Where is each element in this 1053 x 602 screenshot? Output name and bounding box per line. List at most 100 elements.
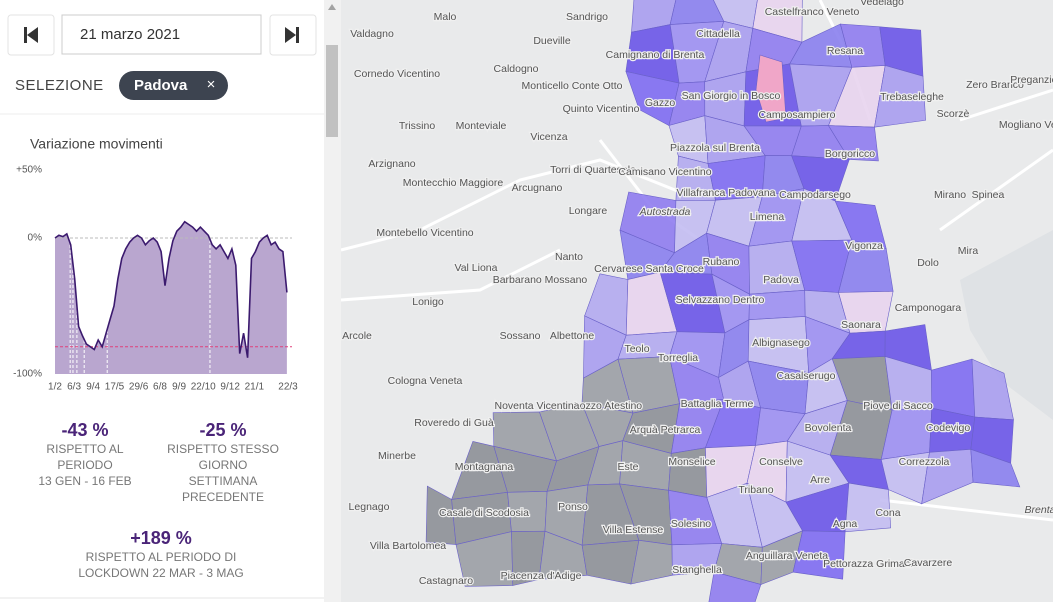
- x-tick-label: 17/5: [105, 382, 125, 393]
- selection-value: Padova: [134, 77, 188, 94]
- place-label: Este: [617, 461, 638, 473]
- stat-label: RISPETTO STESSO: [167, 442, 279, 456]
- stat-value: +189 %: [130, 528, 192, 548]
- place-label: Montebello Vicentino: [376, 227, 473, 239]
- stat-label: RISPETTO AL: [46, 442, 123, 456]
- next-icon: [285, 27, 299, 43]
- place-label: Camponogara: [895, 302, 962, 314]
- place-label: Pettorazza Grimani: [823, 558, 913, 570]
- stat-label: LOCKDOWN 22 MAR - 3 MAG: [78, 566, 243, 580]
- place-label: Caldogno: [494, 63, 539, 75]
- place-label: Brenta: [1025, 504, 1053, 516]
- place-label: Cologna Veneta: [388, 375, 463, 387]
- place-label: Piacenza d'Adige: [501, 570, 582, 582]
- place-label: Albignasego: [752, 337, 810, 349]
- place-label: Anguillara Veneta: [746, 550, 828, 562]
- place-label: Monticello Conte Otto: [522, 80, 623, 92]
- municipality: [874, 65, 926, 128]
- stat-value: -43 %: [61, 420, 108, 440]
- place-label: Casale di Scodosia: [439, 507, 529, 519]
- place-label: Val Liona: [454, 262, 497, 274]
- scrollbar-thumb[interactable]: [326, 45, 338, 137]
- place-label: Villa Bartolomea: [370, 540, 446, 552]
- place-label: Camposampiero: [758, 109, 835, 121]
- remove-selection[interactable]: ×: [207, 76, 216, 93]
- place-label: Borgoricco: [825, 148, 875, 160]
- place-label: Campodarsego: [779, 189, 851, 201]
- place-label: Monselice: [668, 456, 715, 468]
- place-label: Mogliano Veneto: [999, 119, 1053, 131]
- place-label: Roveredo di Guà: [414, 417, 494, 429]
- place-label: Trebaseleghe: [880, 91, 944, 103]
- date-box[interactable]: [61, 14, 262, 55]
- place-label: Longare: [569, 205, 608, 217]
- place-label: Lozzo Atestino: [574, 400, 642, 412]
- stat-label: 13 GEN - 16 FEB: [38, 474, 131, 488]
- place-label: Codevigo: [926, 422, 971, 434]
- place-label: Sandrigo: [566, 11, 608, 23]
- place-label: Piove di Sacco: [863, 400, 933, 412]
- place-label: Camisano Vicentino: [618, 166, 711, 178]
- chart-title: Variazione movimenti: [30, 136, 163, 152]
- place-label: Castelfranco Veneto: [765, 6, 860, 18]
- place-label: Correzzola: [899, 456, 950, 468]
- municipality: [792, 530, 846, 580]
- place-label: Rubano: [703, 256, 740, 268]
- place-label: Arcugnano: [512, 182, 563, 194]
- next-button[interactable]: [269, 14, 317, 56]
- place-label: San Giorgio in Bosco: [682, 90, 781, 102]
- scroll-up[interactable]: [328, 4, 336, 10]
- place-label: Montagnana: [455, 461, 514, 473]
- x-tick-label: 1/2: [48, 382, 62, 393]
- place-label: Valdagno: [350, 28, 394, 40]
- place-label: Albettone: [550, 330, 595, 342]
- line: [54, 220, 288, 358]
- place-label: Gazzo: [645, 97, 676, 109]
- lagoon: [960, 230, 1053, 420]
- y-tick-label: +50%: [16, 165, 42, 176]
- x-tick-label: 9/12: [220, 382, 240, 393]
- place-label: Cona: [875, 507, 900, 519]
- x-tick-label: 9/9: [172, 382, 186, 393]
- place-label: Lonigo: [412, 296, 444, 308]
- place-label: Stanghella: [672, 564, 722, 576]
- place-label: Noventa Vicentina: [494, 400, 579, 412]
- stat-label: PERIODO: [57, 458, 112, 472]
- place-label: Mirano: [934, 189, 966, 201]
- municipality: [844, 482, 892, 533]
- place-label: Resana: [827, 45, 863, 57]
- place-label: Limena: [750, 211, 785, 223]
- place-label: Preganziol: [1010, 74, 1053, 86]
- area: [55, 221, 287, 374]
- place-label: Torreglia: [658, 352, 698, 364]
- selection-label: SELEZIONE: [15, 77, 104, 94]
- x-tick-label: 22/3: [278, 382, 298, 393]
- municipality: [970, 448, 1021, 488]
- x-tick-label: 21/1: [245, 382, 265, 393]
- scrollbar-track: [324, 0, 341, 602]
- municipality: [708, 571, 762, 602]
- selection-pill[interactable]: [119, 71, 228, 100]
- place-label: Minerbe: [378, 450, 416, 462]
- municipality-selected: [755, 54, 787, 123]
- place-label: Spinea: [972, 189, 1005, 201]
- place-label: Zero Branco: [966, 79, 1024, 91]
- stat-value: -25 %: [199, 420, 246, 440]
- x-tick-label: 6/8: [153, 382, 167, 393]
- place-label: Villafranca Padovana: [676, 187, 775, 199]
- prev-button[interactable]: [7, 14, 55, 56]
- place-label: Villa Estense: [603, 524, 664, 536]
- stat-label: RISPETTO AL PERIODO DI: [86, 550, 237, 564]
- place-label: Autostrada: [639, 206, 691, 218]
- place-label: Cornedo Vicentino: [354, 68, 440, 80]
- y-tick-label: -100%: [13, 369, 42, 380]
- place-label: Legnago: [349, 501, 390, 513]
- place-label: Solesino: [671, 518, 711, 530]
- y-tick-label: 0%: [28, 233, 43, 244]
- stats: -43 % RISPETTO AL PERIODO 13 GEN - 16 FEB -2…: [38, 420, 279, 580]
- place-label: Vedelago: [860, 0, 904, 8]
- place-label: Agna: [833, 518, 858, 530]
